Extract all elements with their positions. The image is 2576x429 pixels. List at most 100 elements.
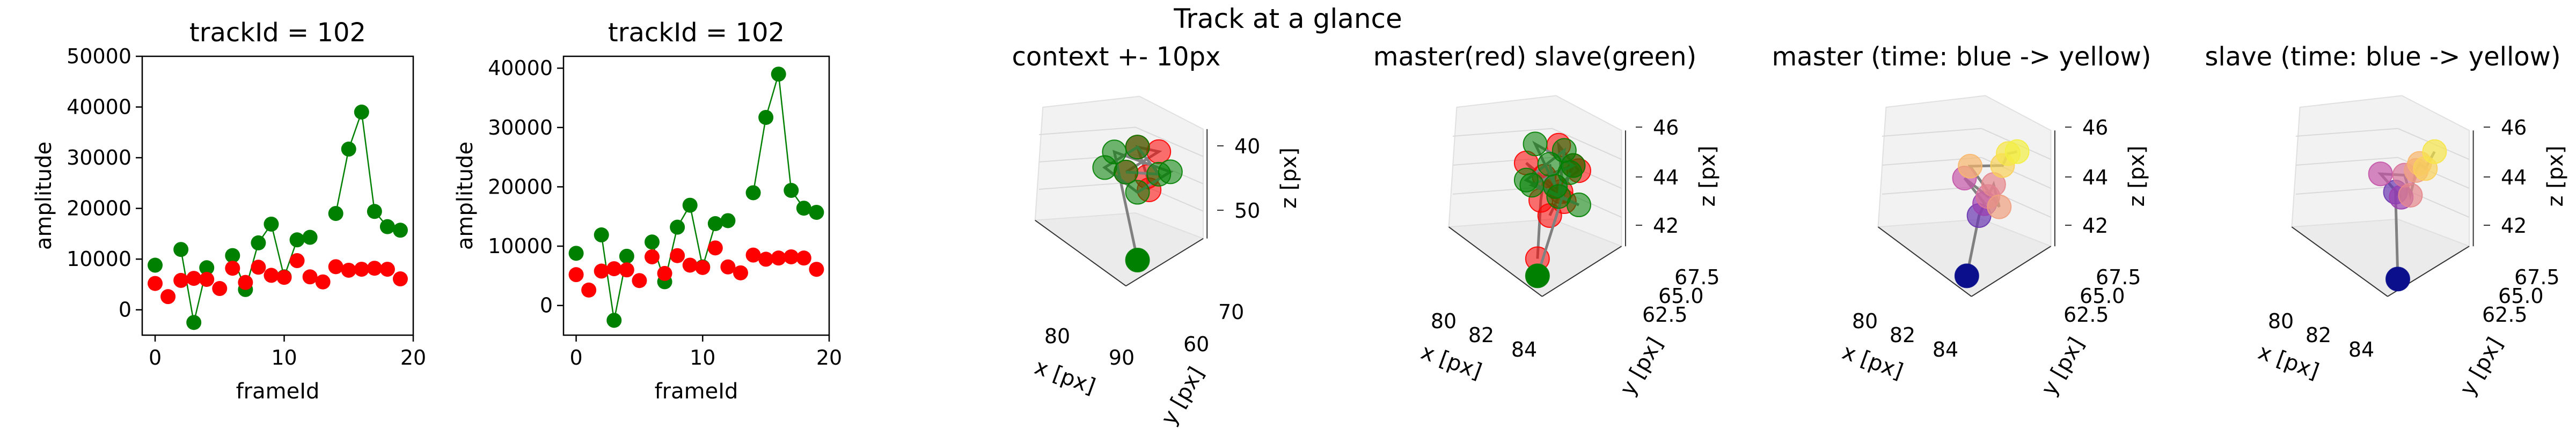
x-tick-label: 20 [400,346,426,369]
3d-panel-4: slave (time: blue -> yellow) 42 44 46 z [px]… [2205,42,2568,400]
y-tick-label: 65.0 [2498,284,2544,308]
z-tick-label: 42 [2501,214,2527,238]
data-point [809,204,824,220]
z-tick-label: 44 [2501,166,2527,189]
y-tick-label: 67.5 [2514,265,2560,289]
x-tick-label: 82 [1890,323,1915,347]
x-axis-line [1878,226,1972,297]
data-point [657,265,672,281]
data-point [745,185,761,201]
z-tick-label: 44 [1653,166,1679,189]
z-axis-label: z [px] [1277,147,1301,209]
data-point [720,213,736,228]
x-axis-label: x [px] [1031,354,1099,399]
x-tick-label: 84 [2348,338,2374,361]
data-point [341,142,356,157]
data-point [328,259,343,275]
data-point [645,234,660,250]
data-point [276,270,292,285]
data-point [251,260,266,275]
data-point [568,246,584,261]
data-point [302,269,318,285]
data-point [733,265,748,280]
data-point [315,274,331,290]
data-point [238,275,253,290]
grid-line [1882,128,1982,137]
data-point [2004,139,2030,164]
x-axis-line [2291,226,2388,297]
y-tick-label: 62.5 [2482,303,2528,327]
plot-frame [562,55,830,336]
data-point [2398,183,2423,208]
y-tick-label: 30000 [67,146,131,169]
chart-title: trackId = 102 [608,18,785,48]
data-point [2385,267,2410,292]
x-axis-line [1448,226,1543,297]
y-tick-label: 70 [1218,300,1244,324]
data-point [289,232,305,248]
grid-line [2295,186,2398,195]
data-point [2422,139,2447,164]
data-point [707,240,723,256]
data-point [1958,153,1983,179]
y-tick-label: 65.0 [1658,284,1704,308]
z-tick-label: 46 [2501,116,2527,139]
data-point [199,272,215,287]
y-axis-label: amplitude [32,142,56,250]
data-point [186,271,202,286]
data-point [581,282,597,298]
data-point [1552,138,1577,163]
data-point [1557,160,1583,185]
grid-line [2295,157,2398,166]
data-point [264,268,279,283]
data-point [354,262,369,277]
y-tick-label: 62.5 [2063,303,2109,327]
data-point [606,261,622,277]
x-tick-label: 20 [816,346,842,369]
data-point [367,204,382,219]
3d-panel-1: context +- 10px 40 50 z [px] 80 90 x [px] 60 70 y… [1012,42,1301,429]
data-point [758,252,774,267]
x-tick-label: 84 [1933,338,1958,361]
figure-suptitle: Track at a glance [1174,3,1402,34]
y-axis-line [1125,238,1204,287]
y-axis-line [1971,246,2052,297]
data-point [392,223,408,238]
data-point [1146,139,1172,164]
data-point [682,257,698,273]
data-point [264,216,279,232]
data-point [1513,167,1539,193]
z-tick-label: 50 [1234,199,1260,223]
data-point [784,183,799,198]
data-point [379,262,395,277]
y-tick-label: 62.5 [1642,303,1688,327]
3d-panel-3: master (time: blue -> yellow) 42 44 46 z [px… [1772,42,2151,400]
data-point [670,248,685,263]
data-point [173,242,189,257]
x-tick-label: 10 [690,346,715,369]
y-tick-label: 60 [1183,332,1209,356]
data-point [809,262,824,277]
data-point [186,315,202,330]
y-tick-label: 20000 [67,197,131,220]
data-point [392,271,408,287]
x-tick-label: 80 [2268,309,2294,333]
y-axis-label: y [px] [1615,333,1668,400]
y-axis-label: y [px] [1157,363,1209,429]
data-point [302,230,318,245]
data-point [1546,184,1571,209]
grid-line [1038,181,1136,190]
y-tick-label: 0 [540,294,553,317]
data-point [148,276,163,291]
chart-title: slave (time: blue -> yellow) [2205,42,2560,72]
data-point [695,260,711,275]
grid-line [1452,128,1553,137]
y-tick-label: 65.0 [2080,284,2125,308]
data-point [199,260,215,276]
z-tick-label: 44 [2082,166,2108,189]
x-tick-label: 10 [271,346,297,369]
data-point [328,206,343,221]
x-axis-label: frameId [236,379,320,404]
data-point [758,109,774,125]
data-point [606,313,622,328]
